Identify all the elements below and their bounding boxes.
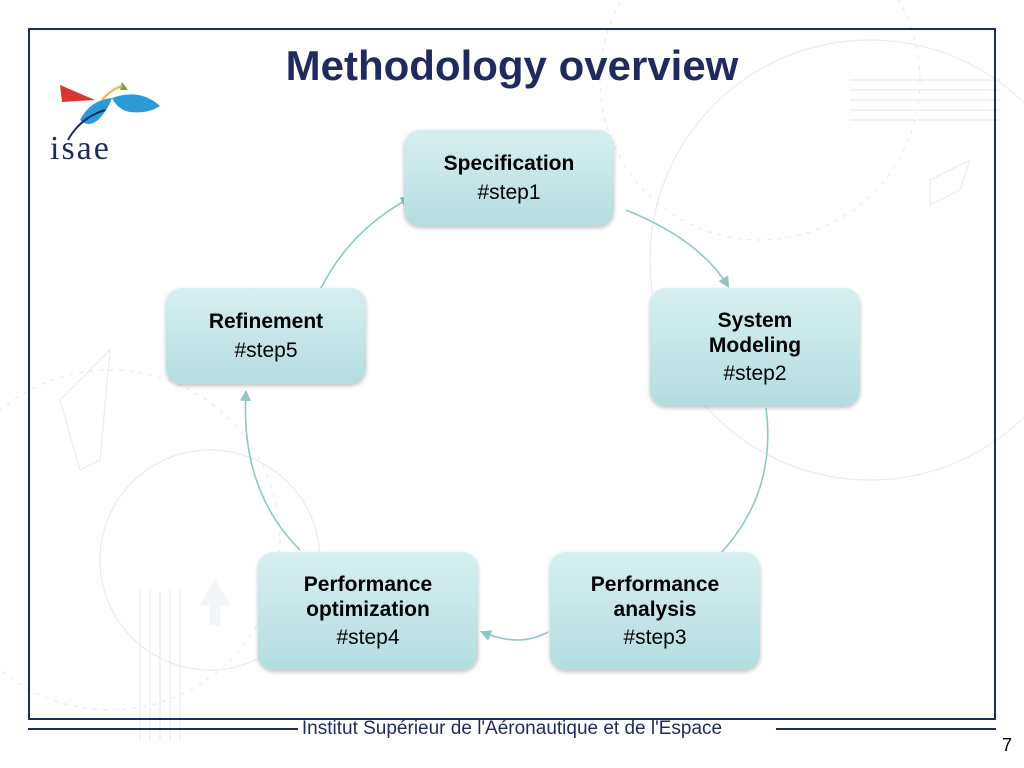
page-number: 7 [1002,735,1012,756]
footer-text: Institut Supérieur de l'Aéronautique et … [0,718,1024,740]
node-title: Performanceanalysis [591,572,719,622]
node-title: SystemModeling [709,308,801,358]
arrow-step2-to-step3 [710,408,768,564]
node-step4: Performanceoptimization #step4 [258,552,478,670]
node-step1: Specification #step1 [404,130,614,226]
node-subtitle: #step3 [623,626,686,650]
arrow-step5-to-step1 [320,198,410,290]
node-step5: Refinement #step5 [166,288,366,384]
node-step3: Performanceanalysis #step3 [550,552,760,670]
node-title: Performanceoptimization [304,572,432,622]
node-subtitle: #step5 [234,339,297,363]
node-title: Specification [444,151,575,176]
isae-logo-text: isae [50,130,111,168]
arrow-step1-to-step2 [626,210,728,286]
methodology-cycle: Specification #step1 SystemModeling #step2 P… [150,110,870,690]
arrow-step4-to-step5 [245,392,300,550]
arrow-step3-to-step4 [482,632,548,640]
node-step2: SystemModeling #step2 [650,288,860,406]
node-title: Refinement [209,309,323,334]
node-subtitle: #step2 [723,362,786,386]
node-subtitle: #step4 [336,626,399,650]
node-subtitle: #step1 [477,181,540,205]
